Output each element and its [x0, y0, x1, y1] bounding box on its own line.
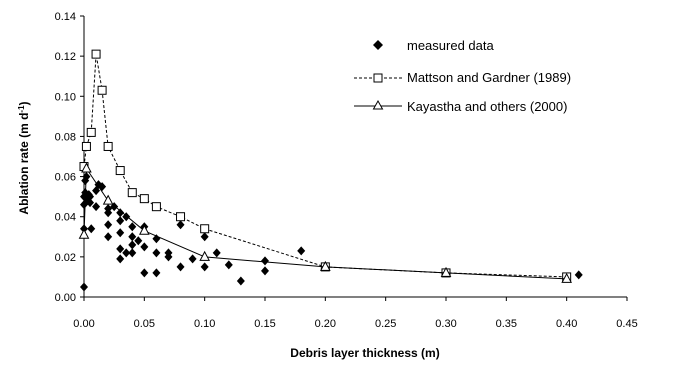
x-tick-label: 0.05 — [134, 318, 155, 330]
series-2 — [78, 162, 572, 283]
data-point — [102, 194, 114, 205]
data-point — [86, 192, 95, 202]
data-point — [80, 282, 88, 292]
legend-entry-kayastha: Kayastha and others (2000) — [354, 99, 567, 114]
y-axis-label-sup: -1 — [17, 105, 26, 113]
y-axis-label-close: ) — [17, 101, 31, 105]
data-point — [86, 127, 96, 137]
data-point — [104, 232, 113, 242]
data-point — [224, 260, 233, 270]
data-point — [116, 228, 125, 238]
data-point — [78, 228, 90, 239]
data-point — [261, 266, 269, 276]
data-point — [81, 141, 91, 151]
data-point — [116, 244, 125, 254]
legend: measured data Mattson and Gardner (1989)… — [354, 38, 571, 114]
data-point — [574, 270, 583, 280]
legend-label-measured: measured data — [407, 38, 494, 53]
series-0 — [80, 172, 583, 292]
x-tick-label: 0.45 — [616, 318, 637, 330]
y-tick-label: 0.12 — [55, 51, 76, 63]
data-point — [152, 268, 161, 278]
series-line-1 — [83, 54, 567, 278]
axes — [83, 16, 627, 298]
legend-marker-mattson — [373, 73, 383, 83]
data-point — [440, 266, 452, 277]
data-point — [97, 85, 107, 95]
data-point — [128, 248, 137, 258]
x-tick-label: 0.15 — [254, 318, 275, 330]
data-point — [128, 222, 137, 232]
legend-label-mattson: Mattson and Gardner (1989) — [407, 70, 571, 85]
data-point — [297, 246, 306, 256]
series-1 — [79, 49, 572, 282]
series-line-2 — [83, 166, 567, 280]
data-point — [200, 232, 209, 242]
data-point — [188, 254, 197, 264]
data-point — [200, 224, 210, 234]
data-point — [91, 49, 101, 59]
legend-label-kayastha: Kayastha and others (2000) — [407, 99, 567, 114]
data-point — [116, 208, 125, 218]
data-point — [236, 276, 245, 286]
y-ticks: 0.00 0.02 0.04 0.06 0.08 0.10 0.12 0.14 — [55, 11, 84, 304]
data-point — [212, 248, 221, 258]
y-tick-label: 0.14 — [55, 11, 76, 23]
legend-marker-kayastha — [372, 99, 384, 110]
x-tick-label: 0.35 — [496, 318, 517, 330]
data-point — [115, 166, 125, 176]
x-tick-label: 0.10 — [194, 318, 215, 330]
y-tick-label: 0.04 — [55, 212, 76, 224]
data-point — [199, 250, 210, 261]
data-point — [127, 188, 137, 198]
legend-marker-measured — [373, 40, 383, 50]
data-point — [200, 262, 209, 272]
data-point — [92, 202, 101, 212]
data-point — [116, 254, 125, 264]
data-point — [140, 268, 149, 278]
data-point — [87, 224, 96, 234]
data-point — [81, 162, 92, 173]
data-point — [122, 248, 131, 258]
data-point — [104, 204, 113, 214]
data-point — [176, 262, 185, 272]
data-point — [152, 248, 161, 258]
data-point — [261, 256, 269, 266]
data-point — [140, 242, 149, 252]
legend-entry-measured: measured data — [373, 38, 494, 53]
data-point — [128, 232, 137, 242]
y-tick-label: 0.06 — [55, 172, 76, 184]
data-point — [128, 240, 137, 250]
data-point — [151, 202, 161, 212]
data-point — [139, 194, 149, 204]
y-tick-label: 0.00 — [55, 292, 76, 304]
x-tick-label: 0.30 — [435, 318, 456, 330]
y-tick-label: 0.08 — [55, 131, 76, 143]
y-axis-label-main: Ablation rate (m d — [17, 113, 31, 215]
data-point — [116, 216, 125, 226]
data-point — [86, 198, 95, 208]
x-ticks: 0.00 0.05 0.10 0.15 0.20 0.25 0.30 0.35 0.40 0.45 — [73, 297, 638, 330]
data-point — [164, 252, 173, 262]
y-tick-label: 0.10 — [55, 91, 76, 103]
y-tick-label: 0.02 — [55, 252, 76, 264]
data-point — [104, 220, 113, 230]
data-point — [561, 272, 572, 283]
data-point — [176, 220, 185, 230]
data-point — [134, 236, 143, 246]
x-tick-label: 0.40 — [556, 318, 577, 330]
x-tick-label: 0.20 — [315, 318, 336, 330]
data-point — [320, 260, 331, 271]
x-tick-label: 0.00 — [73, 318, 94, 330]
data-point — [103, 141, 113, 151]
data-point — [176, 212, 186, 222]
x-tick-label: 0.25 — [375, 318, 396, 330]
series — [78, 49, 583, 292]
legend-entry-mattson: Mattson and Gardner (1989) — [354, 70, 571, 85]
y-axis-label: Ablation rate (m d-1) — [17, 101, 31, 214]
x-axis-label: Debris layer thickness (m) — [290, 346, 439, 360]
data-point — [139, 224, 150, 235]
